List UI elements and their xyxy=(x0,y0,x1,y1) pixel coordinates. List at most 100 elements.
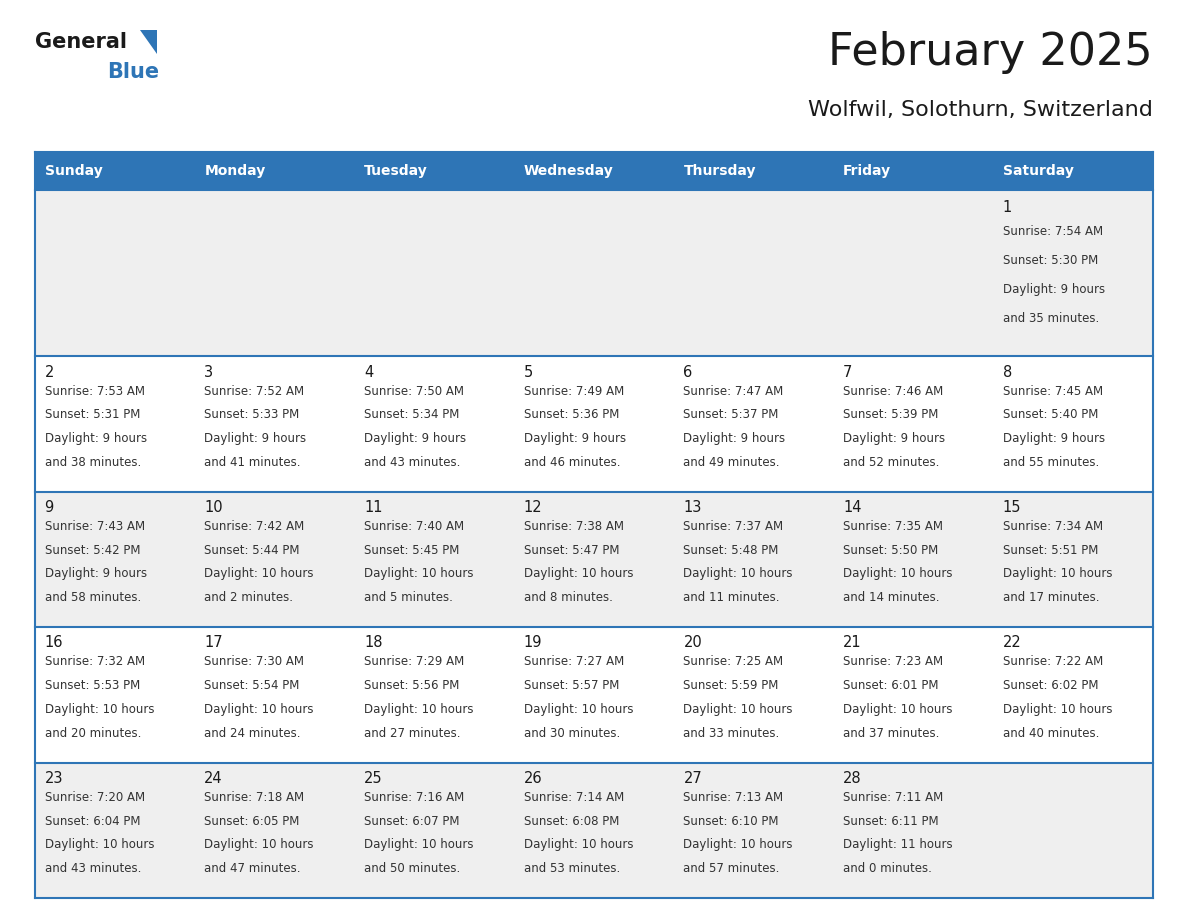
Text: and 40 minutes.: and 40 minutes. xyxy=(1003,726,1099,740)
Text: 27: 27 xyxy=(683,771,702,786)
Text: Daylight: 9 hours: Daylight: 9 hours xyxy=(1003,283,1105,296)
Text: 5: 5 xyxy=(524,364,533,379)
Text: Sunset: 5:57 PM: Sunset: 5:57 PM xyxy=(524,679,619,692)
Text: 4: 4 xyxy=(364,364,373,379)
Text: Daylight: 9 hours: Daylight: 9 hours xyxy=(204,432,307,445)
Text: Daylight: 10 hours: Daylight: 10 hours xyxy=(364,838,474,851)
Text: Sunset: 5:51 PM: Sunset: 5:51 PM xyxy=(1003,543,1098,556)
Bar xyxy=(34,356,1154,492)
Text: Sunset: 5:44 PM: Sunset: 5:44 PM xyxy=(204,543,299,556)
Text: and 38 minutes.: and 38 minutes. xyxy=(45,455,141,469)
Text: Sunrise: 7:34 AM: Sunrise: 7:34 AM xyxy=(1003,521,1102,533)
Bar xyxy=(195,152,354,190)
Text: Sunset: 5:45 PM: Sunset: 5:45 PM xyxy=(364,543,460,556)
Text: Sunrise: 7:18 AM: Sunrise: 7:18 AM xyxy=(204,791,304,804)
Text: February 2025: February 2025 xyxy=(828,30,1154,73)
Text: Daylight: 10 hours: Daylight: 10 hours xyxy=(843,703,953,716)
Text: Daylight: 10 hours: Daylight: 10 hours xyxy=(683,567,792,580)
Text: Sunrise: 7:29 AM: Sunrise: 7:29 AM xyxy=(364,655,465,668)
Text: Sunset: 5:56 PM: Sunset: 5:56 PM xyxy=(364,679,460,692)
Text: 8: 8 xyxy=(1003,364,1012,379)
Text: and 0 minutes.: and 0 minutes. xyxy=(843,862,933,875)
Text: Daylight: 10 hours: Daylight: 10 hours xyxy=(45,703,154,716)
Text: Daylight: 9 hours: Daylight: 9 hours xyxy=(45,432,146,445)
Bar xyxy=(34,627,1154,763)
Text: Daylight: 11 hours: Daylight: 11 hours xyxy=(843,838,953,851)
Text: Sunrise: 7:30 AM: Sunrise: 7:30 AM xyxy=(204,655,304,668)
Text: Blue: Blue xyxy=(107,62,159,82)
Text: Daylight: 10 hours: Daylight: 10 hours xyxy=(364,567,474,580)
Text: Sunset: 5:36 PM: Sunset: 5:36 PM xyxy=(524,409,619,421)
Text: Sunrise: 7:40 AM: Sunrise: 7:40 AM xyxy=(364,521,465,533)
Text: Sunset: 6:05 PM: Sunset: 6:05 PM xyxy=(204,814,299,827)
Text: 20: 20 xyxy=(683,635,702,650)
Text: 21: 21 xyxy=(843,635,861,650)
Text: and 20 minutes.: and 20 minutes. xyxy=(45,726,141,740)
Text: 15: 15 xyxy=(1003,500,1022,515)
Text: Daylight: 9 hours: Daylight: 9 hours xyxy=(45,567,146,580)
Text: 6: 6 xyxy=(683,364,693,379)
Text: and 27 minutes.: and 27 minutes. xyxy=(364,726,461,740)
Text: 25: 25 xyxy=(364,771,383,786)
Text: and 43 minutes.: and 43 minutes. xyxy=(45,862,141,875)
Text: Daylight: 10 hours: Daylight: 10 hours xyxy=(683,703,792,716)
Text: and 37 minutes.: and 37 minutes. xyxy=(843,726,940,740)
Text: Sunrise: 7:23 AM: Sunrise: 7:23 AM xyxy=(843,655,943,668)
Text: 9: 9 xyxy=(45,500,53,515)
Text: 18: 18 xyxy=(364,635,383,650)
Text: Daylight: 10 hours: Daylight: 10 hours xyxy=(204,567,314,580)
Text: Sunset: 5:53 PM: Sunset: 5:53 PM xyxy=(45,679,140,692)
Text: 16: 16 xyxy=(45,635,63,650)
Text: and 14 minutes.: and 14 minutes. xyxy=(843,591,940,604)
Text: Daylight: 10 hours: Daylight: 10 hours xyxy=(683,838,792,851)
Text: Sunrise: 7:52 AM: Sunrise: 7:52 AM xyxy=(204,385,304,397)
Text: Sunrise: 7:25 AM: Sunrise: 7:25 AM xyxy=(683,655,784,668)
Text: and 55 minutes.: and 55 minutes. xyxy=(1003,455,1099,469)
Text: Sunrise: 7:32 AM: Sunrise: 7:32 AM xyxy=(45,655,145,668)
Text: 1: 1 xyxy=(1003,200,1012,215)
Text: Sunrise: 7:46 AM: Sunrise: 7:46 AM xyxy=(843,385,943,397)
Text: and 58 minutes.: and 58 minutes. xyxy=(45,591,141,604)
Text: and 49 minutes.: and 49 minutes. xyxy=(683,455,781,469)
Text: and 52 minutes.: and 52 minutes. xyxy=(843,455,940,469)
Text: 3: 3 xyxy=(204,364,214,379)
Text: Sunset: 5:40 PM: Sunset: 5:40 PM xyxy=(1003,409,1098,421)
Text: Sunset: 6:02 PM: Sunset: 6:02 PM xyxy=(1003,679,1099,692)
Bar xyxy=(514,152,674,190)
Text: Daylight: 10 hours: Daylight: 10 hours xyxy=(1003,703,1112,716)
Text: Sunset: 6:04 PM: Sunset: 6:04 PM xyxy=(45,814,140,827)
Bar xyxy=(354,152,514,190)
Text: Sunday: Sunday xyxy=(45,164,102,178)
Text: Sunrise: 7:53 AM: Sunrise: 7:53 AM xyxy=(45,385,145,397)
Text: 13: 13 xyxy=(683,500,702,515)
Text: Sunrise: 7:11 AM: Sunrise: 7:11 AM xyxy=(843,791,943,804)
Text: Sunrise: 7:22 AM: Sunrise: 7:22 AM xyxy=(1003,655,1104,668)
Text: 7: 7 xyxy=(843,364,853,379)
Text: 23: 23 xyxy=(45,771,63,786)
Text: Sunrise: 7:38 AM: Sunrise: 7:38 AM xyxy=(524,521,624,533)
Text: Daylight: 10 hours: Daylight: 10 hours xyxy=(524,838,633,851)
Text: Sunrise: 7:54 AM: Sunrise: 7:54 AM xyxy=(1003,225,1102,238)
Text: Sunset: 6:11 PM: Sunset: 6:11 PM xyxy=(843,814,939,827)
Text: Sunset: 5:37 PM: Sunset: 5:37 PM xyxy=(683,409,779,421)
Text: 17: 17 xyxy=(204,635,223,650)
Text: Tuesday: Tuesday xyxy=(364,164,428,178)
Text: Sunrise: 7:45 AM: Sunrise: 7:45 AM xyxy=(1003,385,1102,397)
Text: and 47 minutes.: and 47 minutes. xyxy=(204,862,301,875)
Text: Sunset: 5:48 PM: Sunset: 5:48 PM xyxy=(683,543,779,556)
Text: and 8 minutes.: and 8 minutes. xyxy=(524,591,613,604)
Text: Friday: Friday xyxy=(843,164,891,178)
Text: Sunrise: 7:14 AM: Sunrise: 7:14 AM xyxy=(524,791,624,804)
Text: 2: 2 xyxy=(45,364,53,379)
Bar xyxy=(34,492,1154,627)
Text: Daylight: 10 hours: Daylight: 10 hours xyxy=(843,567,953,580)
Text: Daylight: 10 hours: Daylight: 10 hours xyxy=(204,703,314,716)
Bar xyxy=(674,152,834,190)
Text: Daylight: 10 hours: Daylight: 10 hours xyxy=(364,703,474,716)
Text: Sunset: 6:08 PM: Sunset: 6:08 PM xyxy=(524,814,619,827)
Bar xyxy=(34,763,1154,898)
Text: Sunset: 5:59 PM: Sunset: 5:59 PM xyxy=(683,679,779,692)
Text: and 24 minutes.: and 24 minutes. xyxy=(204,726,301,740)
Text: and 41 minutes.: and 41 minutes. xyxy=(204,455,301,469)
Text: Sunrise: 7:20 AM: Sunrise: 7:20 AM xyxy=(45,791,145,804)
